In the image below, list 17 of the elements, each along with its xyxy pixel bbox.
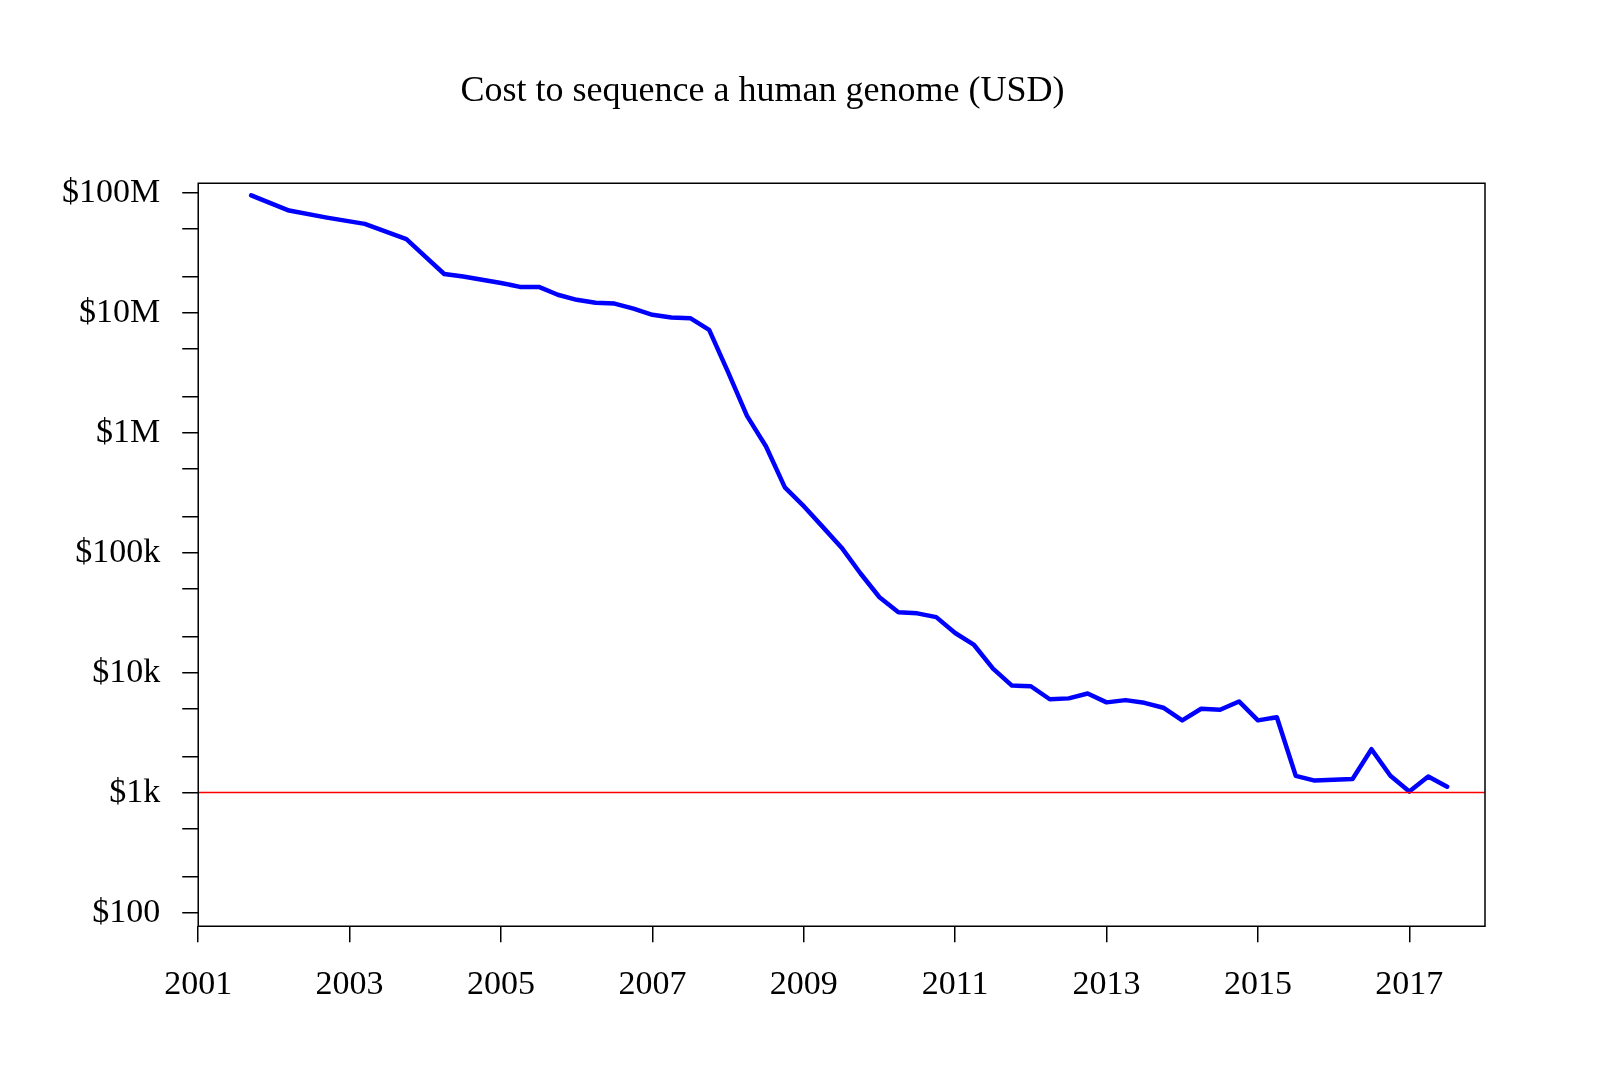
x-tick-label: 2017 (1375, 963, 1444, 1001)
y-tick-label: $100 (92, 891, 161, 929)
x-tick-label: 2007 (618, 963, 687, 1001)
x-tick-label: 2009 (769, 963, 838, 1001)
y-tick-label: $10M (79, 291, 161, 329)
x-tick-label: 2015 (1223, 963, 1292, 1001)
x-tick-label: 2001 (164, 963, 233, 1001)
x-tick-label: 2003 (315, 963, 384, 1001)
chart-title: Cost to sequence a human genome (USD) (460, 69, 1065, 110)
y-tick-label: $1k (109, 771, 161, 809)
x-tick-label: 2011 (921, 963, 989, 1001)
x-tick-label: 2013 (1072, 963, 1141, 1001)
y-tick-label: $100k (75, 531, 161, 569)
y-tick-label: $100M (62, 171, 161, 209)
y-tick-label: $1M (96, 411, 161, 449)
y-tick-label: $10k (92, 651, 161, 689)
x-tick-label: 2005 (467, 963, 535, 1001)
